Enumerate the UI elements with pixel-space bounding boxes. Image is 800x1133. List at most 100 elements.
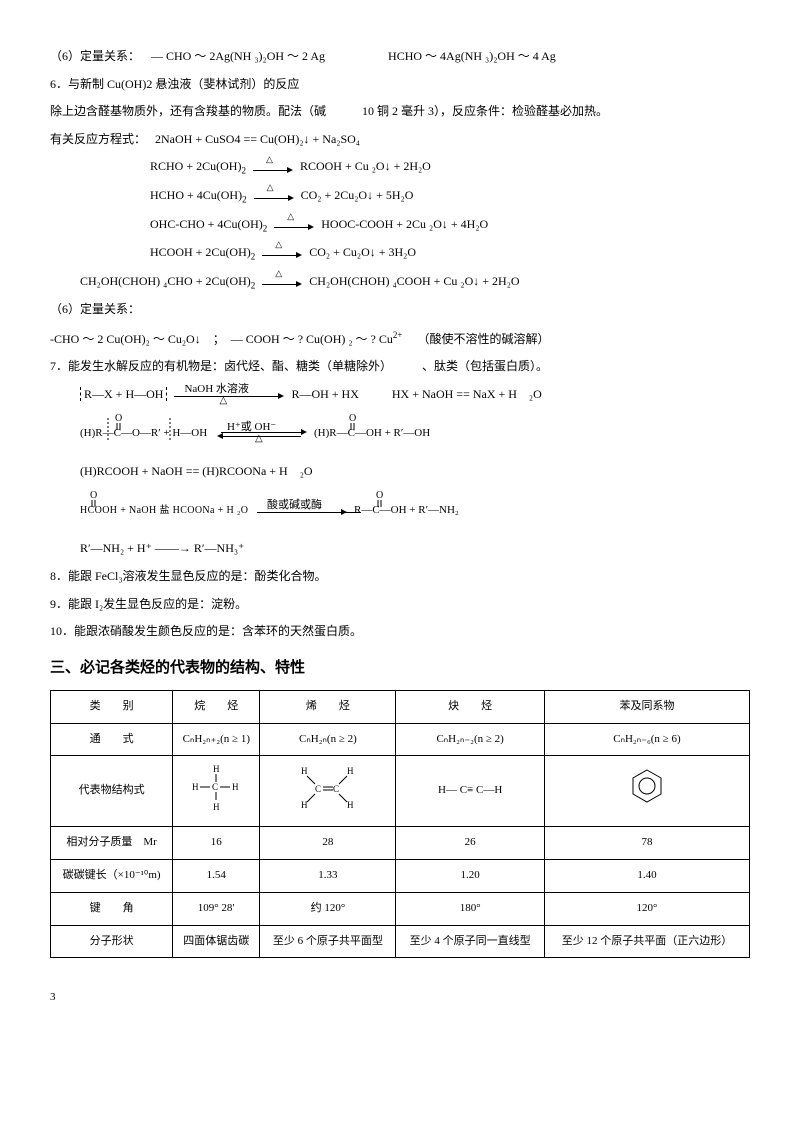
eq5: HCOOH + 2Cu(OH)2 CO₂ + Cu₂O↓ + 3H₂O — [50, 242, 750, 265]
svg-text:O: O — [90, 490, 97, 501]
table-row: 键 角 109° 28′ 约 120° 180° 120° — [51, 892, 750, 925]
delta-arrow-icon — [253, 161, 293, 175]
arrow-label: H⁺或 OH⁻ — [227, 418, 276, 438]
eq2: RCHO + 2Cu(OH)2 RCOOH + Cu ₂O↓ + 2H₂O — [50, 156, 750, 179]
quant-rel-6c: -CHO ～ 2 Cu(OH)₂ ～ Cu₂O↓ ； — COOH ～ ? Cu… — [50, 327, 750, 351]
eq3-b: CO₂ + 2Cu₂O↓ + 5H₂O — [301, 188, 414, 202]
equilibrium-arrow-icon: H⁺或 OH⁻ △ — [217, 424, 307, 442]
eq6-a: CH₂OH(CHOH) ₄CHO + 2Cu(OH) — [80, 274, 251, 288]
delta-arrow-icon — [262, 246, 302, 260]
svg-text:O: O — [349, 413, 356, 424]
cell: 78 — [544, 827, 749, 860]
hydrolysis-5: R′—NH₂ + H⁺ ——→ R′—NH₃⁺ — [50, 538, 750, 560]
arrow-label: 酸或碱或酶 — [267, 496, 322, 516]
point-9: 9．能跟 I₂发生显色反应的是：淀粉。 — [50, 594, 750, 616]
eq2-b: RCOOH + Cu ₂O↓ + 2H₂O — [300, 159, 431, 173]
row-label: 代表物结构式 — [51, 756, 173, 827]
eq1-b: ₂↓ + Na₂SO₄ — [299, 132, 360, 146]
rel-text-2: ₂ ～ ? Cu — [348, 332, 393, 346]
point-8: 8．能跟 FeCl₃溶液发生显色反应的是：酚类化合物。 — [50, 566, 750, 588]
section-7-title: 7．能发生水解反应的有机物是：卤代烃、酯、糖类（单糖除外） 、肽类（包括蛋白质）… — [50, 356, 750, 378]
svg-text:(H)R—C—OH + R′—OH: (H)R—C—OH + R′—OH — [314, 427, 430, 439]
svg-text:O: O — [115, 413, 122, 424]
svg-text:H: H — [301, 800, 308, 810]
cell: 1.40 — [544, 859, 749, 892]
eq-title-text: 有关反应方程式： — [50, 132, 146, 146]
quant-rel-6a: （6）定量关系： — CHO ～ 2Ag(NH ₃)₂OH ～ 2 Ag HCH… — [50, 46, 750, 68]
cell: CₙH₂ₙ₋₆(n ≥ 6) — [544, 723, 749, 756]
cell: CₙH₂ₙ₊₂(n ≥ 1) — [173, 723, 260, 756]
table-row: 代表物结构式 H H C H H HH CC HH H— C≡ C—H — [51, 756, 750, 827]
peptide-structure-icon: HCOOH + NaOH 盐 HCOONa + H ₂O O — [80, 489, 250, 525]
cell: 26 — [396, 827, 545, 860]
methane-icon: H H C H H — [186, 762, 246, 812]
reaction-arrow-icon: 酸或碱或酶 — [257, 502, 347, 520]
eq3-a: HCHO + 4Cu(OH) — [150, 188, 242, 202]
svg-text:C: C — [315, 784, 321, 794]
cell: 炔 烃 — [396, 690, 545, 723]
delta-arrow-icon — [274, 218, 314, 232]
quant-rel-6c-label: （6）定量关系： — [50, 299, 750, 321]
delta-arrow-icon — [262, 275, 302, 289]
hydrolysis-4: HCOOH + NaOH 盐 HCOONa + H ₂O O 酸或碱或酶 R—C… — [50, 489, 750, 533]
table-row: 相对分子质量 Mr 16 28 26 78 — [51, 827, 750, 860]
eq4-b: HOOC-COOH + 2Cu ₂O↓ + 4H₂O — [321, 217, 488, 231]
point-10: 10．能跟浓硝酸发生颜色反应的是：含苯环的天然蛋白质。 — [50, 621, 750, 643]
svg-text:HCOOH + NaOH 盐 HCOONa + H ₂O: HCOOH + NaOH 盐 HCOONa + H ₂O — [80, 503, 248, 516]
cell: 1.33 — [260, 859, 396, 892]
svg-text:H: H — [192, 782, 199, 792]
page-number: 3 — [50, 988, 750, 1008]
cell: 烯 烃 — [260, 690, 396, 723]
eq5-a: HCOOH + 2Cu(OH) — [150, 245, 251, 259]
d4-left: HCOOH + NaOH 盐 HCOONa + H ₂O O — [80, 489, 250, 533]
svg-text:C: C — [333, 784, 339, 794]
cell: CₙH₂ₙ₋₂(n ≥ 2) — [396, 723, 545, 756]
cell: 约 120° — [260, 892, 396, 925]
eq3: HCHO + 4Cu(OH)2 CO₂ + 2Cu₂O↓ + 5H₂O — [50, 185, 750, 208]
svg-text:H: H — [347, 800, 354, 810]
eq-title: 有关反应方程式： 2NaOH + CuSO4 == Cu(OH)₂↓ + Na₂… — [50, 129, 750, 151]
eq6-b: CH₂OH(CHOH) ₄COOH + Cu ₂O↓ + 2H₂O — [309, 274, 519, 288]
cell: 28 — [260, 827, 396, 860]
hydrolysis-2: (H)R—C—O—R′ + H—OH O H⁺或 OH⁻ △ (H)R—C—OH… — [50, 412, 750, 456]
section-6-detail: 除上边含醛基物质外，还有含羧基的物质。配法（碱 10 铜 2 毫升 3），反应条… — [50, 101, 750, 123]
cell: 四面体锯齿碳 — [173, 925, 260, 958]
cell: 至少 4 个原子同一直线型 — [396, 925, 545, 958]
row-label: 键 角 — [51, 892, 173, 925]
d1-extra: HX + NaOH == NaX + H ₂O — [392, 387, 542, 401]
eq2-a: RCHO + 2Cu(OH) — [150, 159, 241, 173]
rel2: HCHO ～ 4Ag(NH ₃)₂OH ～ 4 Ag — [388, 49, 556, 63]
row-label: 相对分子质量 Mr — [51, 827, 173, 860]
row-label: 碳碳键长（×10⁻¹⁰m) — [51, 859, 173, 892]
section-3-title: 三、必记各类烃的代表物的结构、特性 — [50, 655, 750, 682]
svg-text:O: O — [376, 490, 383, 501]
cell: 16 — [173, 827, 260, 860]
row-label: 分子形状 — [51, 925, 173, 958]
arrow-sub: △ — [219, 392, 227, 410]
cell: 1.54 — [173, 859, 260, 892]
cell: 至少 12 个原子共平面（正六边形） — [544, 925, 749, 958]
svg-text:H: H — [213, 802, 220, 812]
svg-text:H: H — [213, 764, 220, 774]
eq1-a: 2NaOH + CuSO4 == Cu(OH) — [155, 132, 299, 146]
ester-structure-icon: (H)R—C—O—R′ + H—OH O — [80, 412, 210, 448]
reaction-arrow-icon: NaOH 水溶液 △ — [174, 386, 284, 404]
table-row: 碳碳键长（×10⁻¹⁰m) 1.54 1.33 1.20 1.40 — [51, 859, 750, 892]
cell: 1.20 — [396, 859, 545, 892]
svg-text:H: H — [232, 782, 239, 792]
d1-left: R—X + H—OH — [80, 387, 167, 401]
cell: 苯及同系物 — [544, 690, 749, 723]
cell: 至少 6 个原子共平面型 — [260, 925, 396, 958]
cell: CₙH₂ₙ(n ≥ 2) — [260, 723, 396, 756]
rel-note: （酸使不溶性的碱溶解） — [417, 332, 549, 346]
d2-left: (H)R—C—O—R′ + H—OH O — [80, 412, 210, 456]
svg-text:H: H — [347, 766, 354, 776]
cell: 180° — [396, 892, 545, 925]
acid-structure-icon: (H)R—C—OH + R′—OH O — [314, 412, 454, 448]
cell: 烷 烃 — [173, 690, 260, 723]
eq6: CH₂OH(CHOH) ₄CHO + 2Cu(OH)2 CH₂OH(CHOH) … — [50, 271, 750, 294]
delta-arrow-icon — [254, 189, 294, 203]
cell: 109° 28′ — [173, 892, 260, 925]
svg-text:R—C—OH + R′—NH₂: R—C—OH + R′—NH₂ — [354, 504, 459, 516]
table-row: 通 式 CₙH₂ₙ₊₂(n ≥ 1) CₙH₂ₙ(n ≥ 2) CₙH₂ₙ₋₂(… — [51, 723, 750, 756]
